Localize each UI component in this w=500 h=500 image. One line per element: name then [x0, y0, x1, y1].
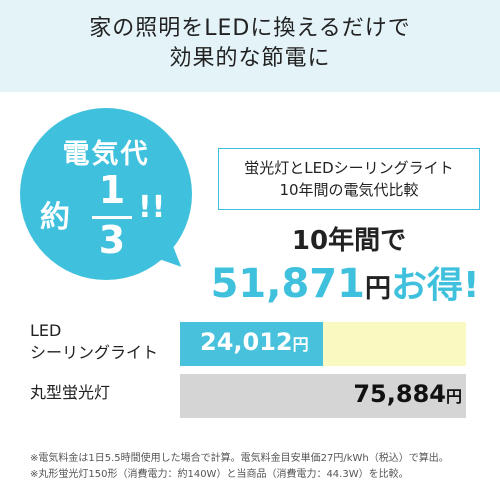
savings-amount: 51,871 [210, 261, 365, 307]
savings-row: 51,871円お得! [200, 256, 490, 308]
header-line-2: 効果的な節電に [169, 46, 331, 71]
led-cost-amount: 24,012 [200, 328, 293, 356]
led-label-line-2: シーリングライト [30, 343, 159, 362]
fluorescent-label: 丸型蛍光灯 [30, 383, 111, 402]
fluorescent-cost-value: 75,884円 [180, 380, 462, 408]
fluorescent-cost-yen: 円 [445, 387, 462, 406]
comparison-line-1: 蛍光灯とLEDシーリングライト [244, 159, 454, 177]
led-savings-bar [323, 322, 466, 366]
comparison-line-2: 10年間の電気代比較 [279, 181, 419, 199]
header-band: 家の照明をLEDに換えるだけで 効果的な節電に [0, 0, 500, 92]
savings-otoku: お得! [390, 265, 480, 306]
led-cost-bar [180, 322, 323, 366]
savings-period: 10年間で [291, 226, 407, 256]
savings-yen: 円 [364, 274, 391, 304]
led-label-line-1: LED [30, 321, 62, 340]
footnote-1: ※電気料金は1日5.5時間使用した場合で計算。電気料金目安単価27円/kWh（税… [30, 453, 449, 464]
badge-title: 電気代 [62, 139, 150, 170]
badge-exclaim: !! [138, 190, 166, 225]
comparison-box: 蛍光灯とLEDシーリングライト 10年間の電気代比較 [218, 148, 480, 210]
footnote-2: ※丸形蛍光灯150形（消費電力：約140W）と当商品（消費電力：44.3W）を比… [30, 469, 409, 480]
badge-prefix: 約 [40, 200, 70, 235]
led-cost-yen: 円 [292, 335, 309, 354]
fraction-denominator: 3 [98, 218, 126, 262]
header-line-1: 家の照明をLEDに換えるだけで [89, 16, 411, 41]
electricity-badge: 電気代 約 1 3 !! [20, 108, 192, 280]
fraction-line [92, 216, 132, 219]
fluorescent-cost-bar [180, 374, 466, 418]
led-cost-value: 24,012円 [200, 328, 309, 356]
fluorescent-cost-amount: 75,884 [353, 380, 446, 408]
fraction-numerator: 1 [98, 168, 126, 212]
